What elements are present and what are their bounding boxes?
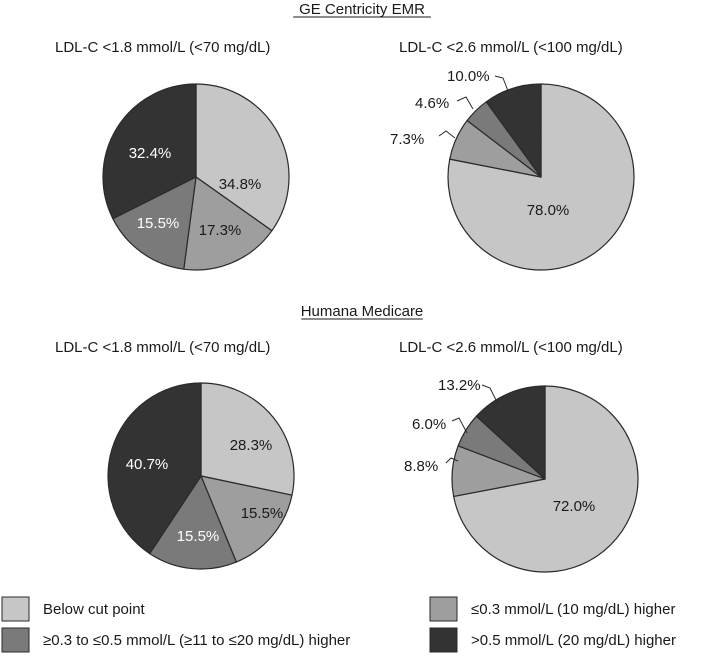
data-label-le03: 15.5%	[241, 505, 284, 522]
chart-title: LDL-C <1.8 mmol/L (<70 mg/dL)	[55, 39, 270, 56]
leader-line	[445, 457, 459, 464]
legend-swatch-mid	[1, 627, 30, 653]
data-label-mid: 15.5%	[177, 528, 220, 545]
data-label-below: 72.0%	[553, 498, 596, 515]
data-label-gt05: 13.2%	[438, 377, 481, 394]
pie-slice-mid	[149, 475, 237, 570]
pie-chart-4: LDL-C <2.6 mmol/L (<100 mg/dL) 72.0% 8.8% 6…	[399, 339, 639, 573]
legend-label-mid: ≥0.3 to ≤0.5 mmol/L (≥11 to ≤20 mg/dL) h…	[43, 632, 350, 649]
data-label-gt05: 10.0%	[447, 68, 490, 85]
leader-line	[494, 75, 509, 92]
leader-line	[481, 384, 499, 405]
pie-slice-mid	[112, 176, 197, 270]
data-label-gt05: 32.4%	[129, 145, 172, 162]
legend: Below cut point ≤0.3 mmol/L (10 mg/dL) hi…	[1, 596, 676, 653]
data-label-mid: 15.5%	[137, 215, 180, 232]
data-label-below: 78.0%	[527, 202, 570, 219]
chart-title: LDL-C <2.6 mmol/L (<100 mg/dL)	[399, 39, 623, 56]
group-header-humana-medicare: Humana Medicare	[301, 303, 424, 320]
pie-slice-le03	[183, 176, 273, 271]
leader-line	[438, 130, 456, 139]
legend-swatch-gt05	[429, 627, 458, 653]
pie-chart-2: LDL-C <2.6 mmol/L (<100 mg/dL) 78.0% 7.3% 4…	[390, 39, 635, 271]
data-label-below: 28.3%	[230, 437, 273, 454]
pie-slice-below	[195, 83, 290, 232]
data-label-le03: 8.8%	[404, 458, 438, 475]
pie-slice-below	[453, 385, 639, 573]
chart-title: LDL-C <1.8 mmol/L (<70 mg/dL)	[55, 339, 270, 356]
legend-swatch-le03	[429, 596, 458, 622]
pie-slice-le03	[200, 475, 293, 563]
data-label-below: 34.8%	[219, 176, 262, 193]
legend-label-le03: ≤0.3 mmol/L (10 mg/dL) higher	[471, 601, 675, 618]
pie-slice-gt05	[107, 382, 202, 555]
pie-slice-below	[447, 83, 635, 271]
legend-label-gt05: >0.5 mmol/L (20 mg/dL) higher	[471, 632, 676, 649]
leader-line	[456, 96, 474, 110]
pie-chart-3: LDL-C <1.8 mmol/L (<70 mg/dL) 28.3% 15.5% 1…	[55, 339, 295, 570]
chart-title: LDL-C <2.6 mmol/L (<100 mg/dL)	[399, 339, 623, 356]
data-label-gt05: 40.7%	[126, 456, 169, 473]
leader-line	[451, 417, 468, 434]
group-header-ge-centricity-emr: GE Centricity EMR	[299, 1, 425, 18]
legend-label-below: Below cut point	[43, 601, 146, 618]
data-label-le03: 7.3%	[390, 131, 424, 148]
pie-slice-gt05	[475, 385, 546, 480]
legend-swatch-below	[1, 596, 30, 622]
data-label-mid: 4.6%	[415, 95, 449, 112]
data-label-mid: 6.0%	[412, 416, 446, 433]
data-label-le03: 17.3%	[199, 222, 242, 239]
pie-slice-gt05	[102, 83, 197, 220]
pie-slice-gt05	[485, 83, 542, 178]
pie-chart-1: LDL-C <1.8 mmol/L (<70 mg/dL) 34.8% 17.3% 1…	[55, 39, 290, 271]
pie-slice-below	[200, 382, 295, 496]
